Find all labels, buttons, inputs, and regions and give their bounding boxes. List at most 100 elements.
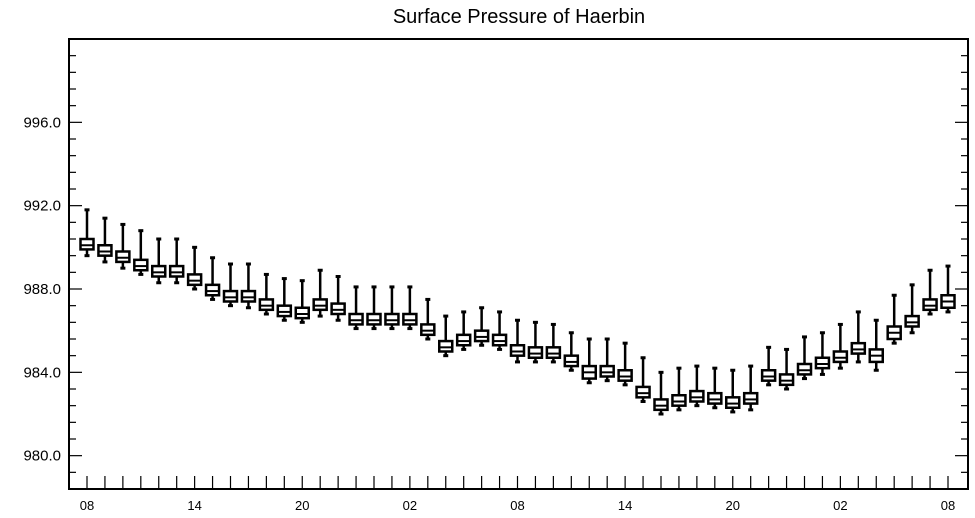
box-rect <box>778 373 795 387</box>
box-46 <box>904 283 920 335</box>
y-tick-label: 984.0 <box>23 364 61 381</box>
box-45 <box>886 293 902 345</box>
box-3 <box>133 229 149 276</box>
box-rect <box>79 237 95 251</box>
box-24 <box>509 318 526 364</box>
box-rect <box>115 250 131 264</box>
y-tick-label: 980.0 <box>23 448 61 465</box>
box-rect <box>796 362 813 376</box>
box-rect <box>671 394 687 407</box>
x-tick-label: 14 <box>618 498 632 513</box>
box-15 <box>348 285 364 331</box>
box-rect <box>904 314 920 328</box>
box-rect <box>617 369 633 382</box>
box-rect <box>168 264 185 278</box>
box-37 <box>742 364 759 412</box>
box-23 <box>491 310 508 351</box>
box-rect <box>402 312 418 326</box>
box-1 <box>97 216 113 264</box>
box-35 <box>707 366 723 410</box>
box-7 <box>204 256 221 301</box>
box-18 <box>402 285 418 331</box>
x-tick-label: 08 <box>941 498 955 513</box>
box-5 <box>168 237 185 285</box>
box-41 <box>814 331 831 376</box>
plot-frame <box>68 38 969 490</box>
box-2 <box>115 222 131 270</box>
box-47 <box>922 268 938 316</box>
box-26 <box>545 322 562 364</box>
box-rect <box>366 312 382 326</box>
box-31 <box>635 356 651 403</box>
box-rect <box>563 354 580 368</box>
box-11 <box>276 277 293 322</box>
box-rect <box>240 289 257 303</box>
box-rect <box>312 298 328 312</box>
box-rect <box>599 364 615 378</box>
box-rect <box>509 344 526 357</box>
box-16 <box>366 285 382 331</box>
x-axis: 08 14 20 02 08 14 20 02 08 <box>80 476 955 513</box>
box-rect <box>204 283 221 297</box>
box-19 <box>420 297 436 341</box>
x-tick-label: 02 <box>833 498 847 513</box>
x-tick-label: 14 <box>187 498 201 513</box>
box-4 <box>151 237 167 285</box>
box-rect <box>330 302 346 316</box>
box-20 <box>438 314 454 358</box>
box-36 <box>725 368 741 414</box>
box-rect <box>97 244 113 257</box>
box-rect <box>832 350 849 364</box>
box-29 <box>599 337 615 383</box>
x-tick-label: 08 <box>510 498 524 513</box>
box-34 <box>689 364 705 408</box>
box-14 <box>330 275 346 322</box>
chart-title: Surface Pressure of Haerbin <box>393 6 645 28</box>
box-rect <box>258 298 275 312</box>
box-40 <box>796 335 813 381</box>
x-tick-label: 20 <box>295 498 309 513</box>
box-rect <box>455 333 472 347</box>
box-10 <box>258 272 275 316</box>
y-tick-label: 996.0 <box>23 114 61 131</box>
box-25 <box>527 320 544 364</box>
box-28 <box>581 337 597 385</box>
box-48 <box>940 264 956 314</box>
box-rect <box>151 264 167 278</box>
y-axis: 980.0 984.0 988.0 992.0 996.0 <box>23 38 968 490</box>
box-33 <box>671 366 687 412</box>
box-44 <box>868 318 884 372</box>
box-38 <box>760 345 777 387</box>
box-rect <box>527 346 544 360</box>
box-rect <box>922 298 938 312</box>
box-rect <box>222 289 239 303</box>
box-rect <box>545 346 562 360</box>
box-8 <box>222 262 239 308</box>
x-tick-label: 20 <box>726 498 740 513</box>
box-series <box>79 208 956 416</box>
box-rect <box>294 306 310 320</box>
box-27 <box>563 331 580 372</box>
box-30 <box>617 341 633 387</box>
x-tick-label: 08 <box>80 498 94 513</box>
box-rect <box>186 273 203 287</box>
y-tick-label: 992.0 <box>23 198 61 215</box>
box-6 <box>186 245 203 291</box>
box-rect <box>653 398 669 412</box>
box-rect <box>133 258 149 272</box>
box-rect <box>725 396 741 410</box>
box-rect <box>384 312 400 326</box>
box-0 <box>79 208 95 258</box>
box-9 <box>240 262 257 310</box>
box-rect <box>491 333 508 347</box>
box-rect <box>635 385 651 399</box>
box-32 <box>653 370 669 416</box>
box-rect <box>742 391 759 405</box>
box-17 <box>384 285 400 331</box>
box-13 <box>312 268 328 318</box>
box-42 <box>832 322 849 370</box>
y-tick-label: 988.0 <box>23 281 61 298</box>
box-rect <box>348 312 364 326</box>
box-43 <box>850 310 867 364</box>
